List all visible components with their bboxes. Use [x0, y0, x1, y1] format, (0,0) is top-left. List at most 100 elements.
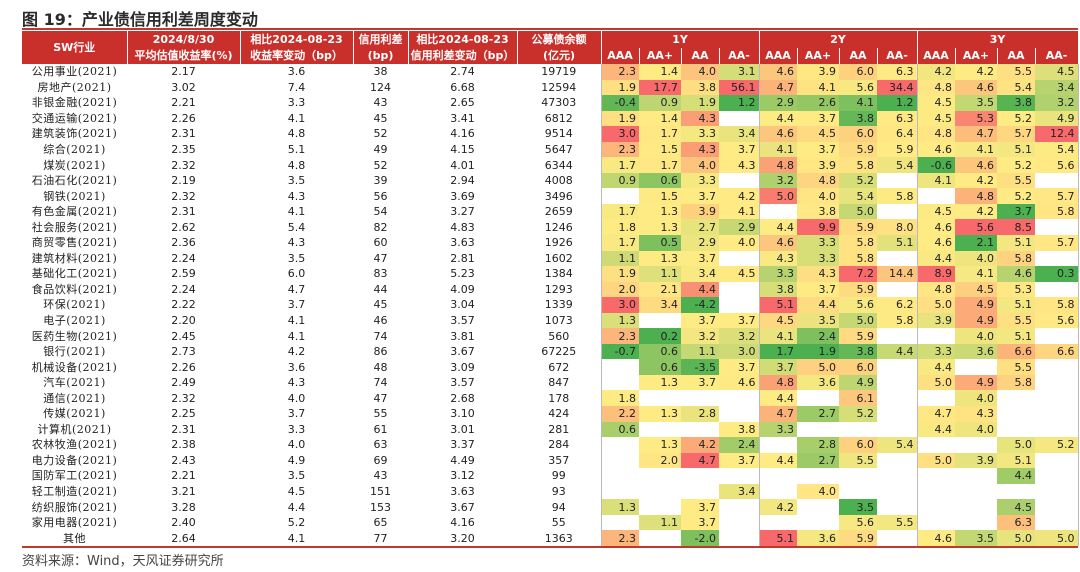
- spread-change-1y-aa-minus-cell: 4.3: [719, 157, 760, 173]
- spread-change-1y-aa-plus-cell: 0.6: [639, 359, 681, 375]
- spread-cell: 153: [370, 500, 391, 514]
- table-row: 社会服务(2021) 2.62 5.4 82 4.83 1246 1.8 1.3 2.7 2.9 4…: [22, 219, 1079, 236]
- spread-change-3y-aa-cell: 5.2: [997, 110, 1035, 127]
- spread-change-3y-aa-plus-cell: [955, 437, 997, 453]
- spread-change-3y-aa-minus-cell: [1035, 421, 1079, 438]
- industry-cell: 传媒(2021): [43, 407, 106, 421]
- yield-cell: 2.32: [171, 158, 196, 172]
- industry-cell: 医药生物(2021): [31, 329, 118, 343]
- spread-change-2y-aa-plus-cell: 3.3: [797, 235, 839, 251]
- spread-change-cell: 3.04: [450, 298, 475, 312]
- table-row: 国防军工(2021) 2.21 3.5 43 3.12 99 4.4: [22, 468, 1079, 484]
- spread-change-2y-aa-minus-cell: [877, 406, 918, 422]
- balance-cell: 19719: [517, 64, 602, 80]
- spread-change-2y-aa-plus-cell: 4.4: [797, 297, 839, 313]
- yield-cell: 2.20: [171, 314, 196, 328]
- spread-change-3y-aaa-cell: [917, 484, 955, 500]
- spread-change-3y-aa-minus-cell: 5.8: [1035, 297, 1079, 313]
- industry-cell: 有色金属(2021): [31, 205, 118, 219]
- yield-change-cell: 4.3: [287, 236, 306, 250]
- spread-change-3y-aa-minus-cell: 3.2: [1035, 95, 1079, 111]
- spread-change-3y-aa-minus-cell: 5.6: [1035, 157, 1079, 173]
- spread-change-1y-aa-plus-cell: 1.1: [639, 514, 681, 531]
- table-row: 非银金融(2021) 2.21 3.3 43 2.65 47303 -0.4 0.9 1.9 1.…: [22, 95, 1079, 111]
- spread-change-2y-aa-minus-cell: [877, 328, 918, 344]
- spread-change-2y-aa-cell: 5.9: [839, 219, 877, 236]
- table-row: 机械设备(2021) 2.26 3.6 48 3.09 672 0.6 -3.5 3.7 3.7 5…: [22, 359, 1079, 375]
- spread-change-2y-aaa-cell: 4.3: [759, 250, 797, 267]
- spread-change-2y-aa-cell: 6.0: [839, 64, 877, 80]
- yield-cell: 2.22: [171, 298, 196, 312]
- spread-change-1y-aa-cell: [681, 422, 719, 438]
- spread-change-1y-aaa-cell: -0.4: [601, 95, 639, 111]
- spread-cell: 83: [373, 267, 388, 281]
- spread-change-1y-aa-minus-cell: 3.4: [719, 126, 760, 142]
- spread-change-3y-aa-minus-cell: 6.6: [1035, 343, 1079, 360]
- spread-change-3y-aa-plus-cell: 3.6: [955, 343, 997, 360]
- spread-change-3y-aa-cell: 5.5: [997, 64, 1035, 80]
- spread-change-2y-aa-plus-cell: 3.7: [797, 110, 839, 127]
- spread-change-2y-aa-cell: 5.2: [839, 172, 877, 189]
- spread-change-3y-aaa-cell: [917, 437, 955, 453]
- spread-change-3y-aa-cell: [997, 390, 1035, 406]
- yield-cell: 2.19: [171, 174, 196, 188]
- table-row: 环保(2021) 2.22 3.7 45 3.04 1339 3.0 3.4 -4.2 5.1 4.…: [22, 297, 1079, 313]
- spread-change-1y-aa-cell: 3.7: [681, 250, 719, 267]
- spread-change-3y-aa-cell: 6.6: [997, 343, 1035, 360]
- table-row: 有色金属(2021) 2.31 4.1 54 3.27 2659 1.7 1.3 3.9 4.1 3…: [22, 203, 1079, 220]
- spread-change-1y-aaa-cell: 3.0: [601, 126, 639, 142]
- spread-change-3y-aa-minus-cell: 3.4: [1035, 79, 1079, 96]
- spread-change-2y-aa-plus-cell: 4.1: [797, 79, 839, 96]
- spread-cell: 60: [373, 236, 388, 250]
- balance-cell: 1246: [517, 219, 602, 236]
- spread-change-3y-aa-cell: 5.4: [997, 79, 1035, 96]
- spread-change-2y-aa-cell: 5.9: [839, 281, 877, 298]
- spread-change-2y-aa-minus-cell: [877, 374, 918, 391]
- spread-change-2y-aaa-cell: [759, 484, 797, 500]
- table-row: 轻工制造(2021) 3.21 4.5 151 3.63 93 3.4 4.0: [22, 483, 1079, 500]
- spread-cell: 44: [373, 282, 388, 296]
- spread-change-2y-aaa-cell: [759, 437, 797, 453]
- yield-cell: 2.62: [171, 220, 196, 234]
- spread-change-2y-aaa-cell: 4.7: [759, 79, 797, 96]
- spread-change-2y-aa-cell: 5.9: [839, 141, 877, 158]
- spread-change-1y-aa-plus-cell: 2.1: [639, 281, 681, 298]
- spread-change-1y-aaa-cell: 2.2: [601, 406, 639, 422]
- balance-cell: 560: [517, 328, 602, 344]
- spread-change-cell: 4.01: [450, 158, 475, 172]
- spread-change-1y-aaa-cell: 3.0: [601, 297, 639, 313]
- table-body: 公用事业(2021) 2.17 3.6 38 2.74 19719 2.3 1.4 4.0 3.1…: [22, 64, 1079, 546]
- spread-change-2y-aaa-cell: 2.9: [759, 95, 797, 111]
- spread-change-1y-aaa-cell: 1.1: [601, 250, 639, 267]
- spread-change-cell: 3.67: [450, 500, 475, 514]
- spread-change-1y-aa-plus-cell: 1.4: [639, 64, 681, 80]
- table-row: 商贸零售(2021) 2.36 4.3 60 3.63 1926 1.7 0.5 2.9 4.0 4…: [22, 235, 1079, 251]
- spread-change-2y-aa-plus-cell: 3.5: [797, 312, 839, 329]
- spread-change-3y-aa-cell: 4.6: [997, 266, 1035, 282]
- yield-cell: 3.28: [171, 500, 196, 514]
- spread-change-3y-aa-plus-cell: 2.1: [955, 235, 997, 251]
- table-row: 石油石化(2021) 2.19 3.5 39 2.94 4008 0.9 0.6 3.3 3.2 4…: [22, 172, 1079, 189]
- spread-change-3y-aa-plus-cell: 4.0: [955, 328, 997, 344]
- industry-cell: 房地产(2021): [37, 80, 112, 94]
- spread-change-1y-aa-plus-cell: [639, 313, 681, 329]
- spread-change-3y-aa-cell: 5.1: [997, 452, 1035, 469]
- spread-change-2y-aaa-cell: 4.8: [759, 157, 797, 173]
- spread-change-3y-aaa-cell: 4.4: [917, 250, 955, 267]
- table-row: 电子(2021) 2.20 4.1 46 3.57 1073 1.3 3.7 3.7 4.5 3.5…: [22, 312, 1079, 329]
- spread-change-3y-aaa-cell: 4.6: [917, 530, 955, 546]
- header-rating-aa-minus: AA-: [877, 48, 918, 64]
- spread-change-2y-aa-plus-cell: 4.5: [797, 126, 839, 142]
- spread-change-3y-aaa-cell: 8.9: [917, 266, 955, 282]
- spread-change-3y-aa-cell: 5.5: [997, 312, 1035, 329]
- yield-change-cell: 5.1: [287, 143, 306, 156]
- spread-change-3y-aaa-cell: 3.3: [917, 343, 955, 360]
- spread-change-1y-aa-plus-cell: 1.3: [639, 437, 681, 453]
- spread-change-2y-aa-minus-cell: [877, 468, 918, 484]
- spread-change-cell: 2.65: [450, 96, 475, 110]
- spread-change-1y-aa-cell: -2.0: [681, 530, 719, 546]
- header-rating-aa: AA: [839, 48, 878, 64]
- spread-change-3y-aa-minus-cell: [1035, 452, 1079, 469]
- balance-cell: 9514: [517, 126, 602, 142]
- yield-change-cell: 4.9: [287, 453, 306, 467]
